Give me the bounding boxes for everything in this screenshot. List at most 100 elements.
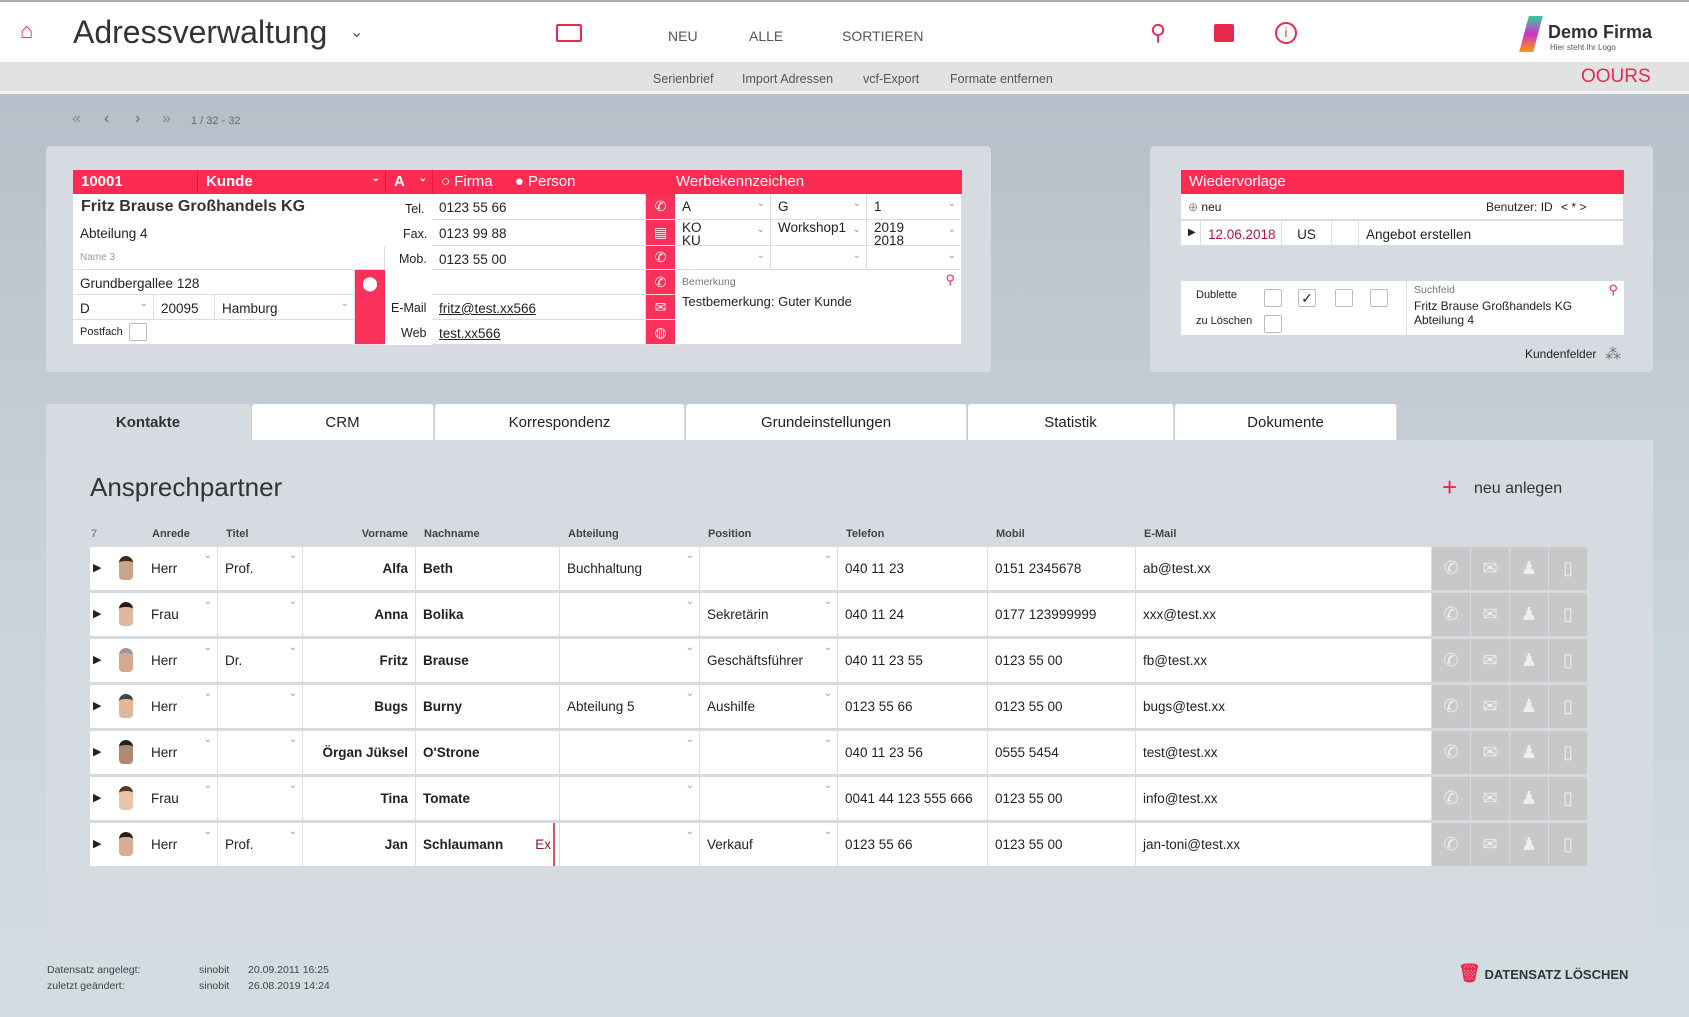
expand-icon[interactable]: ▶ — [90, 777, 144, 820]
cell-nachname[interactable]: Beth — [416, 547, 560, 590]
delete-record-button[interactable]: 🗑 DATENSATZ LÖSCHEN — [1458, 963, 1628, 984]
assign-person-icon[interactable]: ♟ — [1510, 823, 1548, 866]
cell-abteilung[interactable]: ⌄ — [560, 731, 700, 774]
phone-icon[interactable]: ✆ — [1432, 685, 1470, 728]
cell-telefon[interactable]: 040 11 23 56 — [838, 731, 988, 774]
assign-person-icon[interactable]: ♟ — [1510, 777, 1548, 820]
tab-grundeinstellungen[interactable]: Grundeinstellungen — [686, 404, 967, 440]
cell-telefon[interactable]: 040 11 24 — [838, 593, 988, 636]
expand-icon[interactable]: ▶ — [90, 547, 144, 590]
expand-icon[interactable]: ▶ — [90, 639, 144, 682]
cell-position[interactable]: ⌄ — [700, 777, 838, 820]
cell-vorname[interactable]: Bugs — [303, 685, 416, 728]
street-field[interactable]: Grundbergallee 128 — [73, 270, 355, 295]
cell-email[interactable]: fb@test.xx — [1136, 639, 1432, 682]
cell-email[interactable]: info@test.xx — [1136, 777, 1432, 820]
cell-position[interactable]: Sekretärin ⌄ — [700, 593, 838, 636]
tel-field[interactable]: 0123 55 66 — [432, 194, 646, 220]
assign-person-icon[interactable]: ♟ — [1510, 731, 1548, 774]
kundenfelder-label[interactable]: Kundenfelder — [1525, 347, 1597, 361]
table-row[interactable]: ▶ Herr ⌄ Dr. ⌄ Fritz Brause ⌄ Geschäftsführer ⌄ 04… — [90, 639, 1589, 682]
trash-icon[interactable]: ▯ — [1549, 823, 1587, 866]
werbe-select[interactable]: KO KU ⌄ — [675, 220, 771, 246]
table-row[interactable]: ▶ Herr ⌄ Prof. ⌄ Alfa Beth Buchhaltung ⌄ ⌄ 040 11 … — [90, 547, 1589, 590]
home-icon[interactable]: ⌂ — [20, 18, 34, 43]
trash-icon[interactable]: ▯ — [1549, 731, 1587, 774]
subnav-vcf-export[interactable]: vcf-Export — [863, 72, 920, 86]
benutzer-nav[interactable]: < * > — [1561, 200, 1587, 214]
nav-sortieren[interactable]: SORTIEREN — [842, 28, 924, 44]
cell-anrede[interactable]: Herr ⌄ — [144, 639, 218, 682]
werbe-select[interactable]: Workshop1 ⌄ — [771, 220, 867, 246]
subnav-serienbrief[interactable]: Serienbrief — [653, 72, 714, 86]
werbe-select[interactable]: 1 ⌄ — [867, 194, 962, 220]
werbe-select[interactable]: G ⌄ — [771, 194, 867, 220]
phone-icon[interactable]: ✆ — [646, 270, 675, 295]
dublette-checkbox-1[interactable] — [1264, 289, 1282, 307]
search-icon[interactable]: ⚲ — [1608, 282, 1618, 297]
cell-abteilung[interactable]: Buchhaltung ⌄ — [560, 547, 700, 590]
wiedervorlage-new[interactable]: neu — [1201, 200, 1222, 214]
last-page-icon[interactable]: » — [162, 110, 171, 127]
name1-field[interactable]: Fritz Brause Großhandels KG — [73, 194, 385, 220]
phone-icon[interactable]: ✆ — [646, 246, 675, 270]
cell-abteilung[interactable]: Abteilung 5 ⌄ — [560, 685, 700, 728]
cell-telefon[interactable]: 040 11 23 55 — [838, 639, 988, 682]
name2-field[interactable]: Abteilung 4 — [73, 220, 385, 246]
subnav-formate[interactable]: Formate entfernen — [950, 72, 1053, 86]
cell-anrede[interactable]: Herr ⌄ — [144, 685, 218, 728]
werbe-select[interactable]: ⌄ — [675, 246, 771, 270]
mail-icon[interactable]: ✉ — [1471, 639, 1509, 682]
cell-nachname[interactable]: Burny — [416, 685, 560, 728]
column-header-telefon[interactable]: Telefon — [846, 528, 885, 540]
trash-icon[interactable]: ▯ — [1549, 639, 1587, 682]
column-header-nachname[interactable]: Nachname — [424, 528, 480, 540]
extra-phone-field[interactable] — [432, 270, 646, 295]
bemerkung-field[interactable]: Bemerkung Testbemerkung: Guter Kunde ⚲ — [675, 270, 962, 345]
assign-person-icon[interactable]: ♟ — [1510, 685, 1548, 728]
werbe-select[interactable]: ⌄ — [867, 246, 962, 270]
trash-icon[interactable]: ▯ — [1549, 593, 1587, 636]
radio-firma[interactable]: ○ Firma — [441, 173, 493, 190]
abc-select[interactable]: A ⌄ — [385, 170, 432, 194]
table-row[interactable]: ▶ Frau ⌄ ⌄ Anna Bolika ⌄ Sekretärin ⌄ 040 11 24 01… — [90, 593, 1589, 636]
cell-position[interactable]: ⌄ — [700, 731, 838, 774]
wv-date[interactable]: 12.06.2018 — [1201, 221, 1282, 246]
mail-icon[interactable]: ✉ — [1471, 593, 1509, 636]
cell-telefon[interactable]: 0041 44 123 555 666 — [838, 777, 988, 820]
cell-abteilung[interactable]: ⌄ — [560, 823, 700, 866]
print-icon[interactable] — [1214, 24, 1234, 42]
zip-field[interactable]: 20095 — [154, 295, 215, 320]
info-icon[interactable]: i — [1275, 22, 1297, 44]
cell-vorname[interactable]: Fritz — [303, 639, 416, 682]
cell-email[interactable]: xxx@test.xx — [1136, 593, 1432, 636]
cell-titel[interactable]: ⌄ — [218, 777, 303, 820]
mob-field[interactable]: 0123 55 00 — [432, 246, 646, 270]
wv-empty[interactable] — [1332, 221, 1359, 246]
country-select[interactable]: D ⌄ — [73, 295, 154, 320]
expand-icon[interactable]: ▶ — [90, 823, 144, 866]
suchfeld[interactable]: Suchfeld Fritz Brause Großhandels KG Abt… — [1406, 281, 1624, 335]
next-page-icon[interactable]: › — [135, 110, 141, 127]
tab-korrespondenz[interactable]: Korrespondenz — [435, 404, 685, 440]
tab-dokumente[interactable]: Dokumente — [1175, 404, 1397, 440]
wv-user[interactable]: US — [1282, 221, 1332, 246]
cell-telefon[interactable]: 040 11 23 — [838, 547, 988, 590]
cell-email[interactable]: bugs@test.xx — [1136, 685, 1432, 728]
cell-nachname[interactable]: O'Strone — [416, 731, 560, 774]
expand-icon[interactable]: ▶ — [90, 593, 144, 636]
cell-titel[interactable]: ⌄ — [218, 593, 303, 636]
plus-icon[interactable]: + — [1442, 472, 1458, 502]
cell-anrede[interactable]: Herr ⌄ — [144, 823, 218, 866]
cell-position[interactable]: Geschäftsführer ⌄ — [700, 639, 838, 682]
cell-mobil[interactable]: 0123 55 00 — [988, 639, 1136, 682]
cell-position[interactable]: ⌄ — [700, 547, 838, 590]
expand-icon[interactable]: ▶ — [90, 685, 144, 728]
record-type-select[interactable]: Kunde ⌄ — [197, 170, 385, 194]
cell-nachname[interactable]: Tomate — [416, 777, 560, 820]
chevron-down-icon[interactable]: ⌄ — [350, 24, 364, 41]
trash-icon[interactable]: ▯ — [1549, 777, 1587, 820]
fax-field[interactable]: 0123 99 88 — [432, 220, 646, 246]
werbe-select[interactable]: 2019 2018 ⌄ — [867, 220, 962, 246]
postfach-checkbox[interactable] — [129, 323, 147, 341]
